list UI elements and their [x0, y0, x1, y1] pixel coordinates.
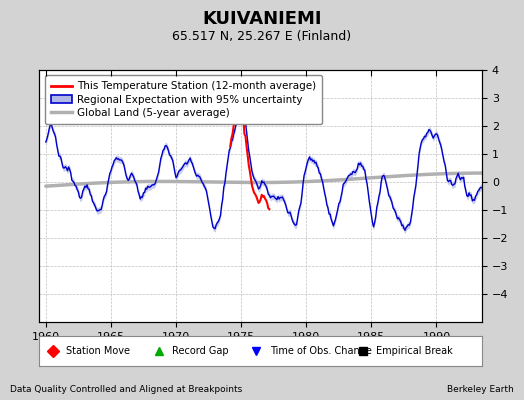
Text: Data Quality Controlled and Aligned at Breakpoints: Data Quality Controlled and Aligned at B…	[10, 385, 243, 394]
Legend: This Temperature Station (12-month average), Regional Expectation with 95% uncer: This Temperature Station (12-month avera…	[45, 75, 322, 124]
Text: KUIVANIEMI: KUIVANIEMI	[202, 10, 322, 28]
Text: Empirical Break: Empirical Break	[376, 346, 453, 356]
Text: Station Move: Station Move	[66, 346, 130, 356]
Text: Time of Obs. Change: Time of Obs. Change	[269, 346, 372, 356]
Text: 65.517 N, 25.267 E (Finland): 65.517 N, 25.267 E (Finland)	[172, 30, 352, 43]
Text: Record Gap: Record Gap	[172, 346, 229, 356]
Text: Berkeley Earth: Berkeley Earth	[447, 385, 514, 394]
